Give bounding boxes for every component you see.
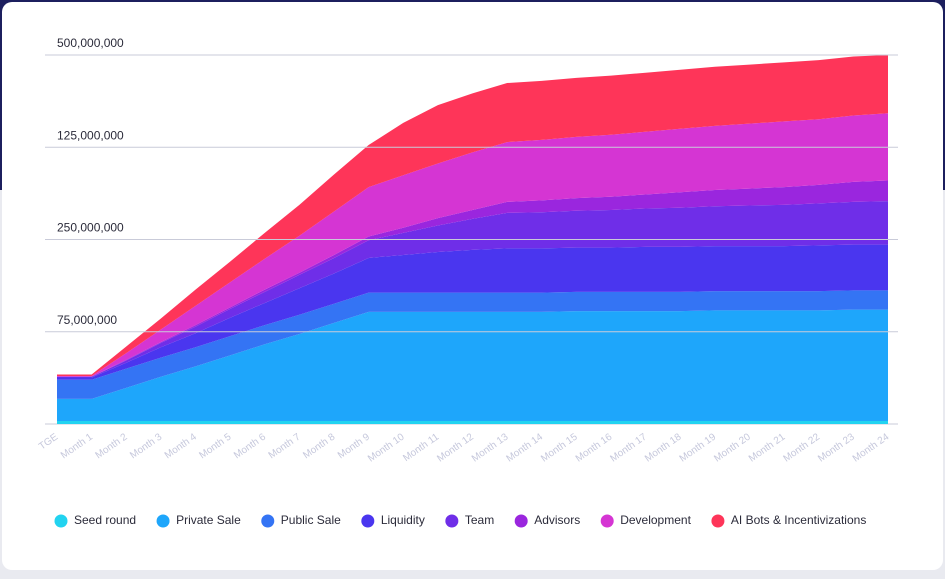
area [57, 290, 888, 399]
x-tick-label: Month 13 [470, 431, 511, 464]
x-tick-label: Month 8 [301, 431, 337, 461]
legend-label: Public Sale [281, 513, 341, 527]
x-tick-label: Month 14 [505, 431, 546, 464]
x-tick-label: Month 12 [435, 431, 476, 464]
legend-label: Team [465, 513, 494, 527]
legend-marker [514, 514, 528, 528]
x-tick-label: Month 19 [678, 431, 719, 464]
x-tick-label: Month 20 [712, 431, 753, 464]
x-tick-label: Month 10 [366, 431, 407, 464]
y-tick-label: 250,000,000 [57, 221, 124, 235]
y-tick-label: 75,000,000 [57, 313, 117, 327]
x-tick-label: Month 2 [94, 431, 130, 461]
x-tick-label: Month 21 [747, 431, 788, 464]
x-tick-label: Month 17 [608, 431, 649, 464]
legend-marker [361, 514, 375, 528]
area [57, 113, 888, 377]
area [57, 180, 888, 377]
legend-label: Development [620, 513, 691, 527]
y-tick-label: 500,000,000 [57, 36, 124, 50]
x-tick-label: Month 4 [163, 431, 199, 461]
legend-label: Liquidity [381, 513, 425, 527]
x-tick-label: Month 7 [267, 431, 303, 461]
legend-marker [54, 514, 68, 528]
x-tick-label: Month 18 [643, 431, 684, 464]
y-tick-label: 125,000,000 [57, 128, 124, 142]
legend-marker [156, 514, 170, 528]
legend-label: AI Bots & Incentivizations [731, 513, 866, 527]
x-tick-label: Month 22 [782, 431, 823, 464]
legend-marker [711, 514, 725, 528]
legend-marker [261, 514, 275, 528]
legend-marker [600, 514, 614, 528]
area [57, 244, 888, 380]
area [57, 421, 888, 424]
x-tick-label: Month 1 [59, 431, 95, 461]
area [57, 201, 888, 378]
legend-label: Private Sale [176, 513, 241, 527]
x-tick-label: Month 23 [816, 431, 857, 464]
x-tick-label: Month 5 [197, 431, 233, 461]
x-tick-label: Month 6 [232, 431, 268, 461]
legend-label: Seed round [74, 513, 136, 527]
x-tick-label: TGE [37, 431, 60, 452]
x-tick-label: Month 16 [574, 431, 615, 464]
x-tick-label: Month 3 [128, 431, 164, 461]
x-tick-label: Month 24 [851, 431, 892, 464]
x-tick-label: Month 15 [539, 431, 580, 464]
x-tick-label: Month 11 [401, 431, 441, 464]
areas [57, 55, 888, 424]
area [57, 309, 888, 422]
area [57, 55, 888, 377]
legend-label: Advisors [534, 513, 580, 527]
legend-marker [445, 514, 459, 528]
